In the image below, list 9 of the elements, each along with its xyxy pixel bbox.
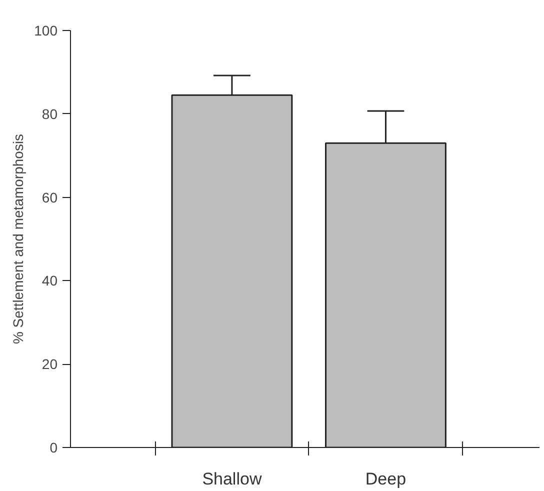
y-tick-label: 60 bbox=[42, 189, 58, 206]
y-tick-label: 40 bbox=[42, 272, 58, 289]
y-tick-label: 80 bbox=[42, 106, 58, 122]
y-tick-label: 20 bbox=[42, 356, 58, 372]
y-tick-label: 100 bbox=[34, 22, 58, 38]
x-tick-label: Shallow bbox=[202, 470, 262, 488]
x-tick-label: Deep bbox=[365, 470, 406, 488]
y-tick-label: 0 bbox=[50, 440, 58, 456]
y-axis-title: % Settlement and metamorphosis bbox=[10, 134, 26, 344]
